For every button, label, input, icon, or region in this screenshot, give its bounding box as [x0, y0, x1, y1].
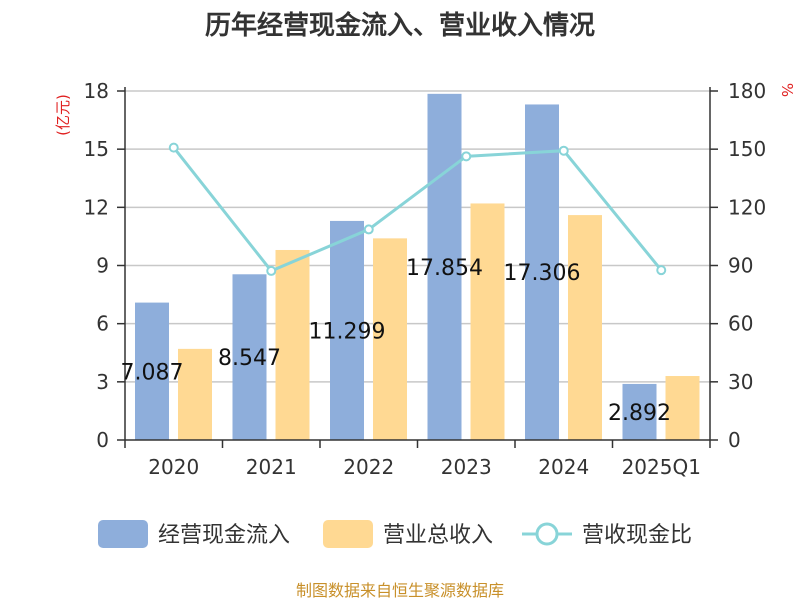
legend-label: 营收现金比 [582, 523, 692, 548]
data-label: 8.547 [218, 346, 281, 371]
ratio-point [266, 265, 277, 276]
x-tick-label: 2022 [343, 455, 394, 479]
axes: 0 0 3 30 6 60 9 90 12 120 15 150 18 180 2020 2021 2022 20… [84, 79, 767, 479]
bar-cash-inflow [232, 274, 267, 440]
ratio-line-path [172, 146, 663, 273]
y-right-tick-label: 150 [728, 137, 766, 161]
y-left-tick-label: 18 [84, 79, 109, 103]
y-left-tick-label: 6 [96, 312, 109, 336]
ratio-point [363, 224, 374, 235]
y-left-tick-label: 3 [96, 370, 109, 394]
source-note: 制图数据来自恒生聚源数据库 [296, 581, 504, 600]
y-left-tick-label: 9 [96, 254, 109, 278]
bar-revenue [178, 348, 212, 440]
x-tick-label: 2021 [246, 455, 297, 479]
legend-marker [535, 522, 559, 546]
chart-title: 历年经营现金流入、营业收入情况 [205, 10, 595, 41]
y-left-tick-label: 15 [84, 137, 109, 161]
ratio-point [461, 151, 472, 162]
ratio-line [168, 142, 667, 276]
legend-swatch [98, 520, 148, 548]
legend-swatch [323, 520, 373, 548]
ratio-point [656, 265, 667, 276]
data-label: 17.306 [504, 261, 581, 286]
bar-revenue [275, 249, 310, 440]
legend-label: 营业总收入 [383, 523, 493, 548]
y-right-tick-label: 180 [728, 79, 766, 103]
y-right-tick-label: 60 [728, 312, 753, 336]
x-tick-label: 2024 [538, 455, 589, 479]
y-right-tick-label: 120 [728, 195, 766, 219]
x-tick-label: 2020 [148, 455, 199, 479]
y-left-unit: (亿元) [54, 94, 72, 136]
bar-revenue [568, 215, 602, 440]
data-label: 2.892 [608, 401, 671, 426]
y-right-tick-label: 0 [728, 428, 741, 452]
grid-lines [125, 90, 710, 383]
bars [135, 93, 700, 441]
legend-label: 经营现金流入 [158, 523, 290, 548]
bar-revenue [373, 238, 407, 440]
bar-cash-inflow [330, 220, 364, 440]
data-label: 11.299 [309, 319, 386, 344]
bar-revenue [665, 376, 700, 440]
y-left-tick-label: 12 [84, 195, 109, 219]
x-tick-label: 2023 [441, 455, 492, 479]
bar-revenue [470, 203, 505, 440]
ratio-point [168, 142, 179, 153]
bar-cash-inflow [525, 104, 559, 441]
data-labels: 7.087 8.547 11.299 17.854 17.306 2.892 [121, 256, 671, 426]
y-right-tick-label: 90 [728, 254, 753, 278]
data-label: 17.854 [406, 256, 483, 281]
x-tick-label: 2025Q1 [622, 455, 701, 479]
y-right-unit: % [778, 83, 796, 97]
legend: 经营现金流入 营业总收入 营收现金比 [98, 520, 692, 548]
bar-cash-inflow [622, 383, 657, 440]
data-label: 7.087 [121, 360, 184, 385]
ratio-point [558, 145, 569, 156]
bar-cash-inflow [135, 302, 169, 440]
bar-cash-inflow [427, 93, 462, 440]
y-right-tick-label: 30 [728, 370, 753, 394]
y-left-tick-label: 0 [96, 428, 109, 452]
